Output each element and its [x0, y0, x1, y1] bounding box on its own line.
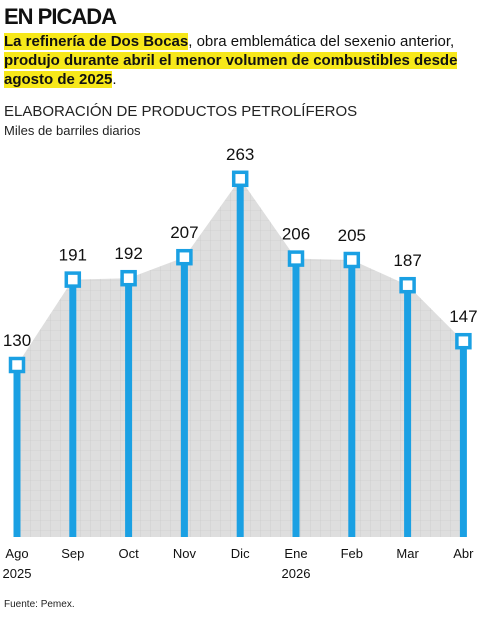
x-tick-label: Dic — [230, 546, 250, 561]
marker — [343, 251, 361, 269]
value-label: 192 — [114, 244, 142, 263]
value-label: 263 — [226, 145, 254, 164]
y-axis-label: Miles de barriles diarios — [4, 123, 141, 138]
x-tick-label: Mar — [396, 546, 419, 561]
value-label: 206 — [282, 225, 310, 244]
title: EN PICADA — [4, 4, 117, 29]
x-tick-label: Feb — [340, 546, 363, 561]
marker — [455, 332, 472, 350]
bar — [348, 260, 356, 537]
bar — [459, 341, 467, 537]
source: Fuente: Pemex. — [4, 599, 75, 610]
x-tick-label: Abr — [453, 546, 474, 561]
value-label: 147 — [449, 307, 477, 326]
bar — [180, 257, 188, 537]
highlighted-text: La refinería de Dos Bocas — [4, 33, 189, 50]
marker — [176, 248, 193, 266]
text: . — [112, 71, 117, 88]
marker — [287, 250, 305, 267]
x-tick-label: Ago 2025 — [2, 546, 32, 581]
x-tick-label: Nov — [172, 546, 196, 561]
value-label: 130 — [3, 331, 31, 350]
bar — [69, 279, 77, 537]
marker — [64, 271, 82, 288]
bar — [404, 285, 412, 537]
value-label: 187 — [393, 251, 421, 270]
value-label: 191 — [59, 246, 87, 265]
marker — [120, 269, 137, 287]
marker — [8, 356, 26, 374]
value-label: 207 — [170, 223, 198, 242]
x-tick-label: Ene 2026 — [281, 546, 311, 581]
chart-title: ELABORACIÓN DE PRODUCTOS PETROLÍFEROS — [4, 103, 358, 120]
x-tick-label: Sep — [61, 546, 85, 561]
marker — [231, 170, 249, 188]
x-tick-label: Oct — [118, 546, 139, 561]
subtitle: La refinería de Dos Bocas, obra emblemát… — [4, 32, 476, 89]
marker — [399, 276, 416, 294]
bar — [125, 278, 133, 537]
text: , obra emblemática del sexenio anterior, — [188, 33, 455, 50]
bar — [292, 258, 300, 537]
bar — [13, 365, 21, 537]
value-label: 205 — [338, 226, 366, 245]
bar — [236, 178, 244, 538]
